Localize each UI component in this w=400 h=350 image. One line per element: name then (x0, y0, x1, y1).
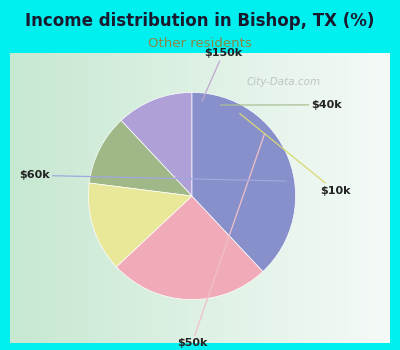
Wedge shape (88, 183, 192, 267)
Text: Income distribution in Bishop, TX (%): Income distribution in Bishop, TX (%) (25, 12, 375, 30)
Text: $10k: $10k (240, 113, 350, 196)
Wedge shape (121, 92, 192, 196)
Text: $50k: $50k (177, 134, 264, 348)
Wedge shape (89, 120, 192, 196)
Text: $40k: $40k (221, 100, 342, 110)
Text: $150k: $150k (202, 48, 242, 101)
Text: $60k: $60k (19, 170, 286, 181)
Wedge shape (116, 196, 263, 300)
Text: City-Data.com: City-Data.com (246, 77, 321, 86)
Text: Other residents: Other residents (148, 37, 252, 50)
Wedge shape (192, 92, 296, 272)
